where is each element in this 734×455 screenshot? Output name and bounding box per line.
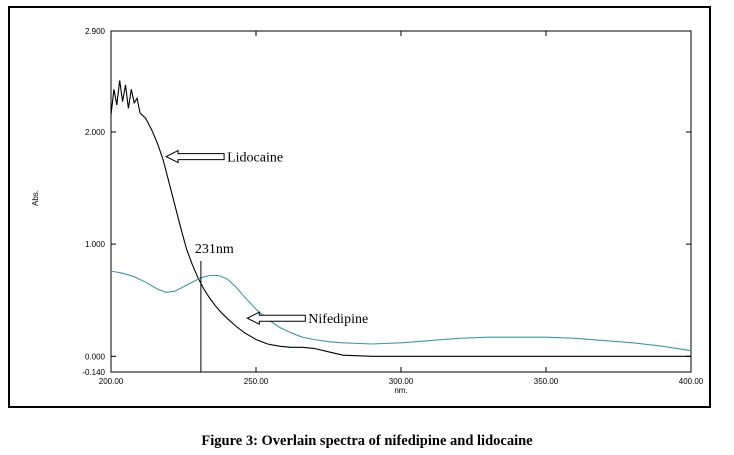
series-line-nifedipine	[110, 270, 692, 352]
y-tick-label: 0.000	[85, 352, 106, 361]
wavelength-label: 231nm	[195, 242, 234, 257]
y-tick-label: 2.000	[85, 128, 106, 137]
y-tick-label: -0.140	[82, 368, 105, 377]
series-line-lidocaine	[110, 80, 691, 357]
x-axis-title: nm.	[394, 386, 407, 395]
x-tick-label: 200.00	[99, 377, 124, 386]
y-axis-title: Abs.	[31, 190, 40, 206]
lidocaine-label: Lidocaine	[227, 151, 283, 166]
y-tick-label: 2.900	[85, 27, 106, 36]
nifedipine-arrow	[246, 311, 306, 326]
y-tick-label: 1.000	[85, 240, 106, 249]
x-tick-label: 400.00	[679, 377, 704, 386]
plot-area	[110, 30, 692, 373]
figure-caption: Figure 3: Overlain spectra of nifedipine…	[201, 433, 533, 449]
spectra-chart: Abs. nm. 200.00 250.00 300.00 350.00 400.00 2…	[31, 27, 704, 395]
lidocaine-arrow	[164, 149, 225, 164]
x-tick-label: 250.00	[244, 377, 269, 386]
nifedipine-label: Nifedipine	[308, 312, 368, 327]
figure-frame: Abs. nm. 200.00 250.00 300.00 350.00 400.00 2…	[8, 6, 711, 408]
x-tick-label: 350.00	[534, 377, 559, 386]
x-tick-label: 300.00	[389, 377, 414, 386]
